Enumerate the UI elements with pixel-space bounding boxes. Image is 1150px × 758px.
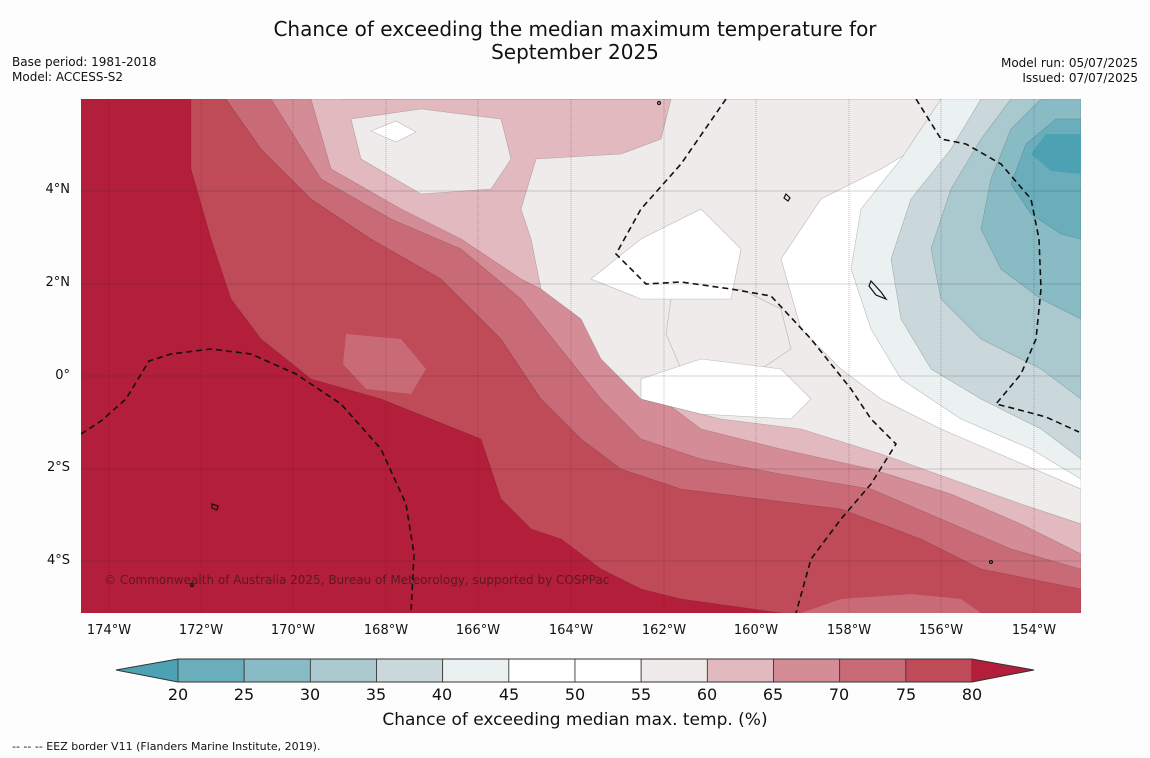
base-period: Base period: 1981-2018 — [12, 55, 157, 69]
lon-label-170w: 170°W — [270, 623, 316, 638]
colorbar — [115, 658, 1035, 683]
band-below-20 — [1031, 134, 1081, 174]
colorbar-arrow-high — [972, 659, 1034, 682]
lat-label-0: 0° — [55, 368, 70, 383]
colorbar-segments — [116, 658, 1034, 683]
lon-label-166w: 166°W — [455, 623, 501, 638]
colorbar-segment — [574, 658, 642, 683]
colorbar-segment — [905, 658, 973, 683]
colorbar-tick-50: 50 — [564, 685, 586, 704]
band-70-southeast — [801, 594, 981, 613]
eez-footnote: -- -- -- EEZ border V11 (Flanders Marine… — [12, 740, 321, 753]
meta-right: Model run: 05/07/2025 Issued: 07/07/2025 — [1001, 56, 1138, 86]
colorbar-segment — [839, 658, 907, 683]
colorbar-tick-20: 20 — [167, 685, 189, 704]
colorbar-tick-40: 40 — [431, 685, 453, 704]
map-panel — [81, 99, 1081, 613]
lat-label-4s: 4°S — [46, 553, 70, 568]
title-line-1: Chance of exceeding the median maximum t… — [273, 17, 877, 41]
colorbar-segment — [508, 658, 576, 683]
band-45-north-hole — [370, 120, 417, 143]
islands — [189, 100, 994, 588]
colorbar-segment — [706, 658, 774, 683]
contour-map — [81, 99, 1081, 613]
lon-label-172w: 172°W — [178, 623, 224, 638]
map-title: Chance of exceeding the median maximum t… — [0, 18, 1150, 64]
lon-label-174w: 174°W — [86, 623, 132, 638]
lon-label-162w: 162°W — [641, 623, 687, 638]
band-70-island — [343, 334, 426, 394]
colorbar-segment — [773, 658, 841, 683]
lon-label-158w: 158°W — [826, 623, 872, 638]
lon-label-154w: 154°W — [1011, 623, 1057, 638]
lat-label-2n: 2°N — [45, 275, 71, 290]
eez-borders — [81, 99, 1080, 613]
lat-label-4n: 4°N — [45, 182, 71, 197]
colorbar-segment — [376, 658, 444, 683]
colorbar-segment — [640, 658, 708, 683]
meta-left: Base period: 1981-2018 Model: ACCESS-S2 — [12, 55, 157, 85]
band-45-west — [590, 208, 742, 300]
credit-text: © Commonwealth of Australia 2025, Bureau… — [104, 573, 610, 587]
model-name: Model: ACCESS-S2 — [12, 70, 124, 84]
colorbar-tick-60: 60 — [696, 685, 718, 704]
lat-label-2s: 2°S — [46, 460, 70, 475]
colorbar-tick-35: 35 — [365, 685, 387, 704]
colorbar-outline — [115, 658, 1035, 683]
colorbar-segment — [309, 658, 377, 683]
band-45-south — [640, 358, 812, 420]
colorbar-tick-70: 70 — [828, 685, 850, 704]
issued-date: Issued: 07/07/2025 — [1022, 71, 1138, 85]
colorbar-tick-75: 75 — [895, 685, 917, 704]
lon-label-156w: 156°W — [918, 623, 964, 638]
colorbar-tick-25: 25 — [233, 685, 255, 704]
colorbar-tick-30: 30 — [299, 685, 321, 704]
colorbar-tick-55: 55 — [630, 685, 652, 704]
colorbar-tick-45: 45 — [498, 685, 520, 704]
colorbar-tick-80: 80 — [961, 685, 983, 704]
colorbar-tick-65: 65 — [762, 685, 784, 704]
colorbar-arrow-low — [116, 659, 178, 682]
colorbar-segment — [177, 658, 245, 683]
lon-label-168w: 168°W — [363, 623, 409, 638]
lon-label-164w: 164°W — [548, 623, 594, 638]
lon-label-160w: 160°W — [733, 623, 779, 638]
gridlines — [108, 99, 1035, 613]
title-line-2: September 2025 — [491, 40, 659, 64]
colorbar-segment — [442, 658, 510, 683]
colorbar-label: Chance of exceeding median max. temp. (%… — [382, 710, 768, 730]
colorbar-segment — [243, 658, 311, 683]
model-run: Model run: 05/07/2025 — [1000, 56, 1138, 70]
lat-gridlines — [81, 190, 1081, 562]
